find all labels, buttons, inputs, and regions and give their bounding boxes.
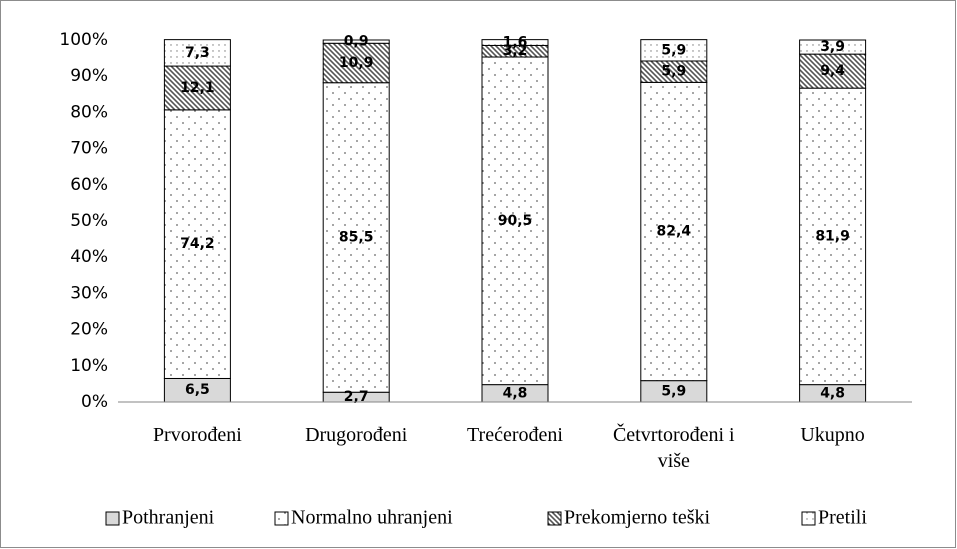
data-label: 0,9: [344, 34, 369, 50]
data-label: 1,6: [503, 35, 528, 51]
bar-segment: [481, 56, 549, 386]
bar-segment: [640, 81, 708, 382]
legend-label: Prekomjerno teški: [564, 507, 711, 529]
legend-swatch: [105, 511, 120, 526]
data-label: 3,2: [503, 43, 528, 59]
y-tick-label: 60%: [70, 175, 108, 195]
y-tick-label: 50%: [70, 211, 108, 231]
legend-label: Pretili: [818, 507, 867, 529]
legend-label: Normalno uhranjeni: [291, 507, 453, 529]
data-label: 2,7: [344, 389, 369, 405]
y-tick-label: 100%: [59, 30, 108, 50]
legend-label: Pothranjeni: [122, 507, 215, 529]
bar-segment: [322, 39, 390, 44]
y-tick-label: 30%: [70, 283, 108, 303]
data-label: 9,4: [820, 63, 845, 79]
data-label: 5,9: [661, 64, 686, 80]
x-tick-label: Drugorođeni: [305, 424, 408, 446]
bar-segment: [322, 42, 390, 84]
y-tick-label: 40%: [70, 247, 108, 267]
bar-segment: [799, 39, 867, 55]
data-label: 12,1: [180, 80, 215, 96]
data-label: 85,5: [339, 229, 374, 245]
x-tick-label: Prvorođeni: [152, 424, 242, 446]
y-tick-label: 10%: [70, 356, 108, 376]
legend-swatch: [547, 511, 562, 526]
legend-swatch: [274, 511, 289, 526]
bar-segment: [640, 39, 708, 62]
data-label: 4,8: [820, 385, 845, 401]
data-label: 5,9: [661, 383, 686, 399]
bar-segment: [799, 53, 867, 89]
x-tick-label: Trećerođeni: [467, 424, 563, 446]
y-tick-label: 70%: [70, 139, 108, 159]
data-label: 90,5: [498, 213, 533, 229]
y-tick-label: 90%: [70, 66, 108, 86]
y-tick-label: 20%: [70, 320, 108, 340]
data-label: 10,9: [339, 55, 374, 71]
data-label: 6,5: [185, 382, 210, 398]
y-tick-label: 0%: [81, 392, 108, 412]
data-label: 74,2: [180, 236, 215, 252]
y-tick-label: 80%: [70, 102, 108, 122]
data-label: 82,4: [657, 223, 692, 239]
bar-segment: [163, 39, 231, 67]
x-tick-label: Ukupno: [800, 424, 865, 446]
data-label: 4,8: [503, 385, 528, 401]
x-tick-label: Četvrtorođeni i više: [612, 424, 735, 472]
data-label: 7,3: [185, 45, 210, 61]
bar-segment: [481, 39, 549, 46]
data-label: 81,9: [815, 228, 850, 244]
bar-segment: [163, 109, 231, 379]
data-label: 5,9: [661, 42, 686, 58]
bar-segment: [799, 87, 867, 386]
legend-swatch: [801, 511, 816, 526]
data-label: 3,9: [820, 39, 845, 55]
